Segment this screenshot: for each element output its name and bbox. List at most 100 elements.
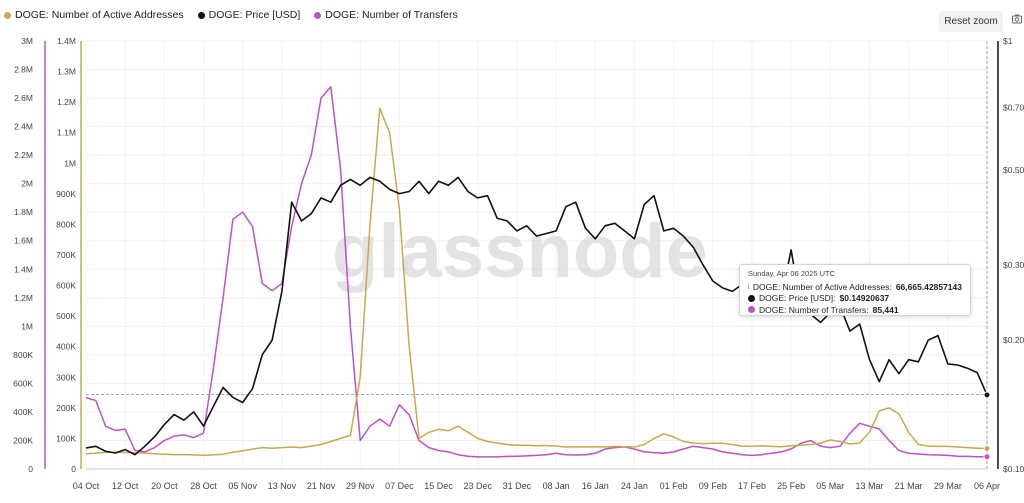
y-tick-label-transfers: 2M — [21, 179, 33, 189]
y-tick-label-transfers: 2.4M — [14, 122, 33, 132]
tooltip-label: DOGE: Number of Active Addresses: — [752, 281, 892, 292]
x-tick-label: 13 Mar — [855, 481, 883, 491]
watermark: glassnode — [332, 209, 708, 294]
legend: DOGE: Number of Active Addresses DOGE: Pr… — [4, 9, 458, 21]
y-tick-label-transfers: 600K — [13, 378, 33, 388]
tooltip-label: DOGE: Price [USD]: — [759, 293, 836, 304]
y-axis-active-ticks: 0 100K 200K 300K 400K 500K 600K 700K 800K 900K 1M 1… — [56, 36, 76, 474]
y-tick-label-active: 200K — [56, 403, 76, 413]
y-tick-label-active: 300K — [56, 372, 76, 382]
x-tick-label: 05 Nov — [228, 481, 257, 491]
active-addresses-series-line — [85, 107, 988, 456]
y-tick-label-transfers: 1M — [21, 321, 33, 331]
legend-dot-icon — [197, 11, 205, 19]
y-tick-label-active: 1.2M — [57, 97, 76, 107]
tooltip-value: 85,441 — [872, 304, 899, 315]
y-tick-label-active: 600K — [56, 281, 76, 291]
x-tick-label: 25 Feb — [777, 481, 805, 491]
x-tick-label: 06 Apr — [974, 481, 1000, 491]
y-tick-label-transfers: 800K — [13, 350, 33, 360]
y-tick-label-price: $0.70 — [1003, 102, 1024, 112]
x-tick-label: 01 Feb — [660, 481, 688, 491]
grid-lines — [85, 40, 988, 470]
y-tick-label-transfers: 1.6M — [14, 236, 33, 246]
x-tick-label: 20 Oct — [151, 481, 178, 491]
y-tick-label-transfers: 200K — [13, 435, 33, 445]
y-tick-label-active: 800K — [56, 219, 76, 229]
y-tick-label-transfers: 0 — [28, 464, 33, 474]
tooltip-dot-icon — [748, 283, 749, 291]
y-tick-label-price: $0.20 — [1003, 335, 1024, 345]
x-tick-label: 21 Nov — [307, 481, 336, 491]
x-tick-label: 13 Nov — [268, 481, 297, 491]
tooltip-label: DOGE: Number of Transfers: — [759, 304, 869, 315]
legend-label: DOGE: Number of Active Addresses — [15, 9, 184, 21]
x-tick-label: 08 Jan — [543, 481, 570, 491]
legend-item[interactable]: DOGE: Number of Transfers — [314, 9, 458, 21]
y-tick-label-active: 1.1M — [57, 128, 76, 138]
x-tick-label: 09 Feb — [699, 481, 727, 491]
axis-lines — [44, 41, 999, 470]
tooltip-row: DOGE: Price [USD]: $0.14920637 — [748, 293, 962, 305]
x-tick-label: 05 Mar — [816, 481, 844, 491]
y-tick-label-transfers: 3M — [21, 36, 33, 46]
x-tick-label: 07 Dec — [385, 481, 414, 491]
y-tick-label-active: 1.4M — [57, 36, 76, 46]
active-addresses-end-marker — [983, 445, 991, 453]
y-tick-label-active: 700K — [56, 250, 76, 260]
y-tick-label-price: $0.10 — [1003, 464, 1024, 474]
y-tick-label-active: 100K — [56, 433, 76, 443]
x-axis-ticks: 04 Oct 12 Oct 20 Oct 28 Oct 05 Nov 13 Nov 21 N… — [73, 481, 1000, 491]
x-tick-label: 29 Mar — [934, 481, 962, 491]
x-tick-label: 12 Oct — [112, 481, 139, 491]
y-tick-label-active: 1.3M — [57, 67, 76, 77]
x-tick-label: 23 Dec — [463, 481, 492, 491]
legend-dot-icon — [4, 11, 11, 19]
legend-dot-icon — [314, 11, 322, 19]
x-tick-label: 29 Nov — [346, 481, 375, 491]
tooltip-row: DOGE: Number of Active Addresses: 66,665.… — [748, 281, 962, 293]
y-tick-label-transfers: 2.6M — [14, 93, 33, 103]
legend-label: DOGE: Number of Transfers — [325, 9, 458, 21]
x-tick-label: 15 Dec — [424, 481, 453, 491]
tooltip-rows: DOGE: Number of Active Addresses: 66,665.… — [748, 281, 962, 316]
y-axis-price-ticks: $0.10 $0.20 $0.30 $0.50 $0.70 $1 — [1003, 36, 1024, 474]
tooltip-row: DOGE: Number of Transfers: 85,441 — [748, 304, 962, 316]
end-markers — [983, 391, 991, 461]
legend-item[interactable]: DOGE: Price [USD] — [197, 9, 301, 21]
y-tick-label-transfers: 2.2M — [14, 150, 33, 160]
camera-icon[interactable] — [1012, 13, 1022, 25]
y-tick-label-active: 400K — [56, 342, 76, 352]
y-tick-label-transfers: 400K — [13, 407, 33, 417]
x-tick-label: 17 Feb — [738, 481, 766, 491]
tooltip-date: Sunday, Apr 06 2025 UTC — [748, 269, 835, 278]
price-end-marker — [983, 391, 991, 399]
y-tick-label-price: $1 — [1003, 36, 1013, 46]
y-tick-label-price: $0.30 — [1003, 260, 1024, 270]
y-tick-label-transfers: 1.8M — [14, 207, 33, 217]
reset-zoom-button[interactable]: Reset zoom — [939, 11, 1003, 32]
tooltip-dot-icon — [748, 306, 755, 314]
x-tick-label: 31 Dec — [503, 481, 532, 491]
tooltip-value: 66,665.42857143 — [895, 281, 962, 292]
transfers-end-marker — [983, 453, 991, 461]
y-tick-label-transfers: 1.2M — [14, 293, 33, 303]
legend-item[interactable]: DOGE: Number of Active Addresses — [4, 9, 184, 21]
y-tick-label-transfers: 1.4M — [14, 264, 33, 274]
x-tick-label: 04 Oct — [73, 481, 100, 491]
x-tick-label: 28 Oct — [190, 481, 217, 491]
y-tick-label-transfers: 2.8M — [14, 65, 33, 75]
y-tick-label-active: 1M — [64, 158, 76, 168]
transfers-series-line — [85, 85, 988, 458]
y-tick-label-price: $0.50 — [1003, 165, 1024, 175]
tooltip: Sunday, Apr 06 2025 UTC DOGE: Number of … — [739, 264, 971, 316]
tooltip-dot-icon — [748, 294, 755, 302]
y-tick-label-active: 500K — [56, 311, 76, 321]
x-tick-label: 21 Mar — [895, 481, 923, 491]
y-tick-label-active: 0 — [71, 464, 76, 474]
x-tick-label: 24 Jan — [621, 481, 648, 491]
legend-label: DOGE: Price [USD] — [208, 9, 301, 21]
x-tick-label: 16 Jan — [582, 481, 609, 491]
tooltip-value: $0.14920637 — [839, 293, 890, 304]
